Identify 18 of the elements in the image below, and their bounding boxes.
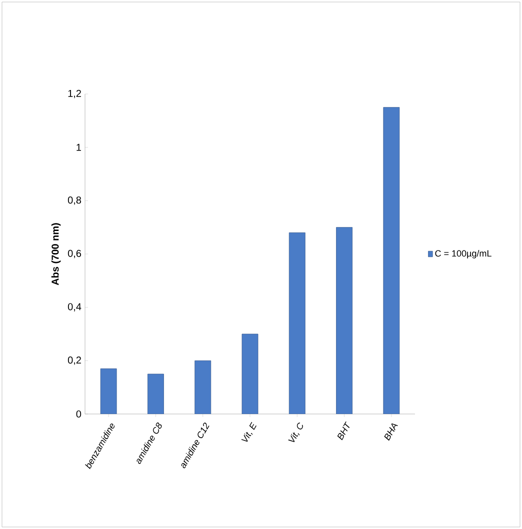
bar xyxy=(194,360,212,414)
bar xyxy=(100,368,117,414)
x-tick-label: Vit, C xyxy=(288,422,303,442)
bar xyxy=(242,334,258,414)
bar xyxy=(383,107,400,414)
legend-label: C = 100µg/mL xyxy=(435,250,492,258)
bar xyxy=(288,232,306,414)
y-tick-label: 0 xyxy=(76,410,82,418)
x-tick-label: Vit, E xyxy=(241,422,256,442)
y-tick-label: 0,2 xyxy=(68,356,81,365)
y-axis-title: Abs (700 nm) xyxy=(51,223,61,286)
y-tick-label: 1,2 xyxy=(68,90,81,98)
bar xyxy=(336,227,352,414)
bar xyxy=(148,374,164,414)
y-tick-label: 0,6 xyxy=(68,250,82,258)
y-tick-label: 0,8 xyxy=(68,196,82,205)
y-tick-label: 0,4 xyxy=(68,303,82,312)
y-tick-label: 1 xyxy=(76,144,81,151)
